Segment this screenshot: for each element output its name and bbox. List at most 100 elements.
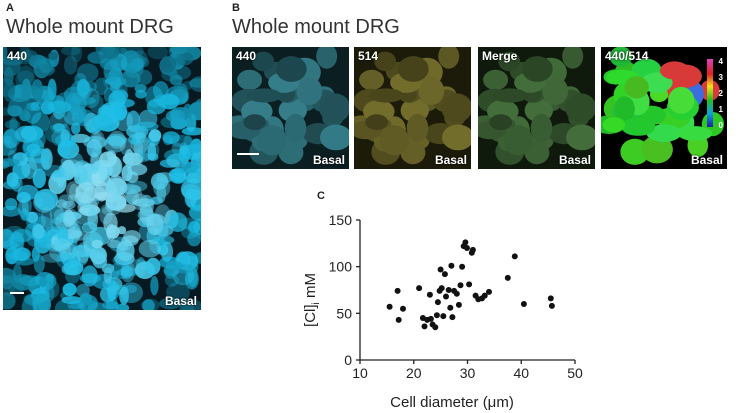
panel-b-image-ratio: 440/514 Basal 4 3 2 1 0 xyxy=(601,47,727,169)
cell-shape xyxy=(163,134,173,146)
cell-shape xyxy=(183,103,193,119)
cell-shape xyxy=(3,205,21,217)
scatter-point xyxy=(427,315,434,322)
scatter-point xyxy=(459,263,466,270)
cell-shape xyxy=(503,125,533,156)
cell-shape xyxy=(17,184,39,200)
scatter-point xyxy=(448,262,455,269)
cell-shape xyxy=(169,74,183,86)
cell-shape xyxy=(498,51,521,72)
cell-shape xyxy=(566,124,595,151)
colorbar-tick-2: 2 xyxy=(718,89,723,98)
cell-shape xyxy=(159,297,182,310)
cell-shape xyxy=(79,292,93,306)
cell-shape xyxy=(602,117,626,133)
scatter-point xyxy=(449,314,456,321)
cell-shape xyxy=(30,101,42,111)
panel-b-image-440-cells xyxy=(232,47,349,169)
panel-b-image-514-cells xyxy=(354,47,471,169)
cell-shape xyxy=(61,159,76,181)
cell-shape xyxy=(319,93,349,123)
panel-b-image-514-condition: Basal xyxy=(434,153,467,167)
cell-shape xyxy=(123,230,141,243)
cell-shape xyxy=(89,246,107,265)
cell-shape xyxy=(87,51,108,64)
cell-shape xyxy=(154,204,171,226)
cell-shape xyxy=(418,76,445,106)
cell-shape xyxy=(183,80,193,90)
cell-shape xyxy=(53,169,70,178)
cell-shape xyxy=(365,114,389,131)
cell-shape xyxy=(76,79,90,97)
cell-shape xyxy=(62,200,76,210)
cell-shape xyxy=(3,275,14,290)
cell-shape xyxy=(130,57,144,71)
cell-shape xyxy=(8,97,29,117)
cell-shape xyxy=(492,88,528,103)
cell-shape xyxy=(113,284,129,295)
x-tick-label: 40 xyxy=(513,365,529,381)
cell-shape xyxy=(237,69,263,91)
cell-shape xyxy=(20,208,30,221)
cell-shape xyxy=(135,89,147,99)
scatter-point xyxy=(438,285,445,292)
scatter-point xyxy=(547,295,554,302)
scatter-point xyxy=(437,266,444,273)
cell-shape xyxy=(438,47,460,69)
cell-shape xyxy=(116,303,130,310)
cell-shape xyxy=(530,113,553,143)
cell-shape xyxy=(542,76,569,106)
cell-shape xyxy=(172,82,187,99)
cell-shape xyxy=(75,182,97,204)
cell-shape xyxy=(60,291,73,301)
panel-b-image-514: 514 Basal xyxy=(354,47,471,169)
cell-shape xyxy=(521,56,553,82)
colorbar-tick-3: 3 xyxy=(718,73,723,82)
cell-shape xyxy=(621,117,656,136)
cell-shape xyxy=(119,282,143,303)
cell-shape xyxy=(157,222,169,238)
cell-shape xyxy=(246,88,282,103)
cell-shape xyxy=(62,283,77,296)
cell-shape xyxy=(168,212,188,232)
scatter-point xyxy=(504,274,511,281)
scatter-point xyxy=(464,245,470,251)
cell-shape xyxy=(74,165,88,185)
cell-shape xyxy=(147,152,159,161)
scatter-point xyxy=(447,304,454,311)
cell-shape xyxy=(50,238,71,251)
cell-shape xyxy=(81,221,98,234)
cell-shape xyxy=(284,113,307,143)
cell-shape xyxy=(138,152,150,162)
panel-b-image-ratio-cells xyxy=(601,47,727,169)
cell-shape xyxy=(49,204,65,225)
cell-shape xyxy=(17,65,35,85)
cell-shape xyxy=(140,298,160,310)
cell-shape xyxy=(275,56,307,82)
cell-shape xyxy=(120,260,135,283)
cell-shape xyxy=(124,284,137,294)
scatter-point xyxy=(511,253,518,260)
cell-shape xyxy=(60,47,81,56)
cell-shape xyxy=(26,233,50,248)
cell-shape xyxy=(150,276,159,296)
cell-shape xyxy=(641,135,673,164)
cell-shape xyxy=(609,47,633,67)
cell-shape xyxy=(483,69,509,91)
cell-shape xyxy=(41,253,64,263)
panel-b-image-ratio-condition: Basal xyxy=(690,153,723,167)
cell-shape xyxy=(489,114,513,131)
cell-shape xyxy=(31,79,44,101)
cell-shape xyxy=(189,76,201,92)
cell-shape xyxy=(91,113,113,132)
cell-shape xyxy=(67,193,89,203)
cell-shape xyxy=(95,180,108,202)
cell-shape xyxy=(48,51,58,61)
cell-shape xyxy=(3,158,20,167)
cell-shape xyxy=(406,113,429,143)
x-tick-label: 10 xyxy=(352,365,368,381)
cell-shape xyxy=(126,259,150,271)
cell-shape xyxy=(103,87,114,103)
ratio-colorbar xyxy=(707,59,713,127)
cell-shape xyxy=(136,69,153,85)
